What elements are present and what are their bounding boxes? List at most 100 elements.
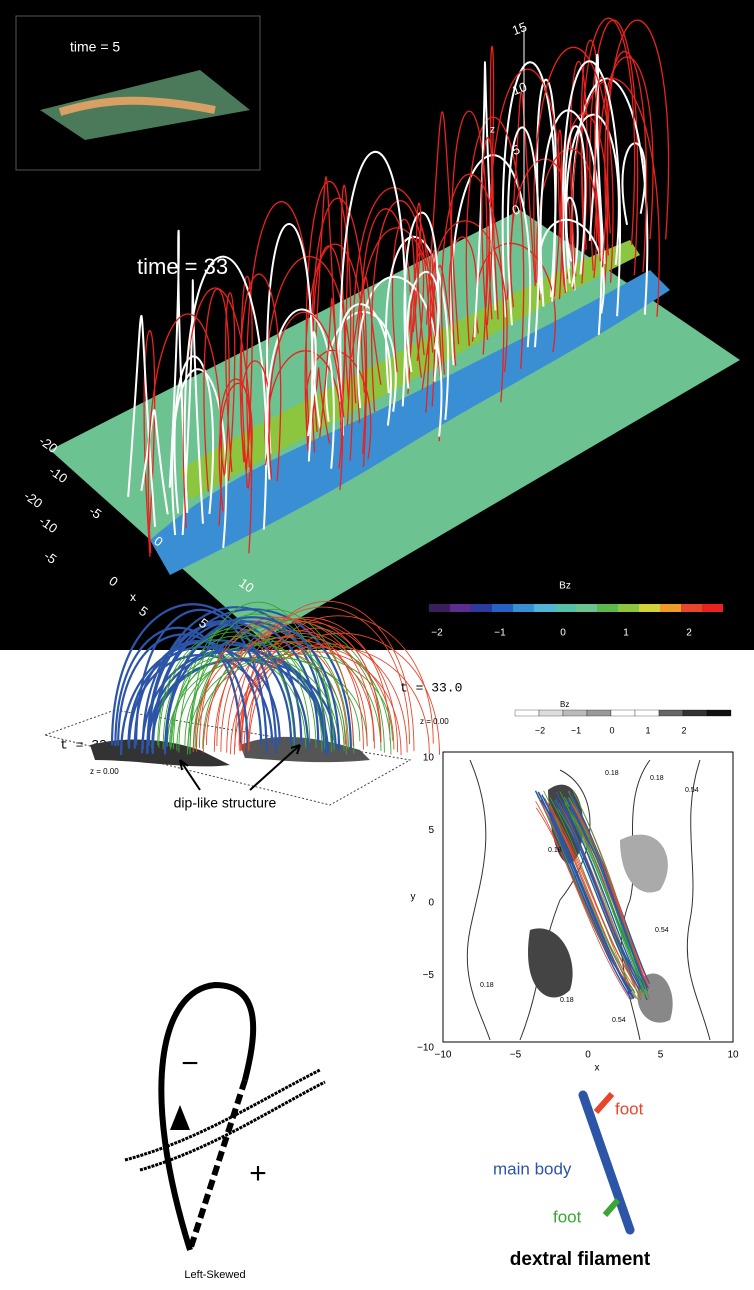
x-title: x [595, 1063, 600, 1074]
axis-tick-label: 10 [236, 575, 256, 596]
colorbar-tick-label: 1 [623, 628, 629, 639]
x-tick-label: 5 [658, 1050, 664, 1061]
white-field-line [450, 154, 532, 366]
colorbar-segment [513, 604, 534, 612]
colorbar-segment [706, 709, 732, 717]
white-field-line [561, 60, 621, 317]
colorbar-segment [576, 604, 597, 612]
contour [686, 759, 711, 1041]
foot-label: foot [553, 1207, 582, 1226]
x-tick-label: −10 [435, 1050, 452, 1061]
arch [196, 618, 375, 752]
arch [133, 640, 263, 749]
white-field-line [265, 308, 335, 480]
caption: Left-Skewed [184, 1269, 245, 1281]
time-label: time = 33 [137, 254, 228, 279]
foot-bottom [602, 1198, 621, 1217]
axes: 10 5 0 −5 −10−10 −5 0 5 10 0.18 0.18 0.54 0.18 0.54 0.… [417, 753, 739, 1061]
z-tick-label: 15 [510, 19, 529, 38]
colorbar-segment [538, 709, 564, 717]
arch [178, 613, 335, 753]
arch [226, 642, 348, 753]
red-field-line [429, 220, 508, 372]
arch [110, 603, 278, 755]
arch [169, 656, 307, 748]
red-field-line [465, 116, 525, 369]
red-field-line [305, 181, 352, 442]
white-field-line [564, 125, 587, 284]
colorbar-segment [534, 604, 555, 612]
filament [124, 1068, 326, 1172]
red-field-line [203, 288, 230, 492]
colorbar-segment [639, 604, 660, 612]
colorbar-segment [450, 604, 471, 612]
arch [189, 601, 326, 754]
white-field-line [168, 230, 189, 514]
red-field-line [441, 173, 505, 403]
white-field-line [336, 303, 392, 426]
arch [117, 633, 249, 746]
z-tick-label: 0 [510, 201, 522, 218]
red-field-line [356, 227, 443, 442]
red-field-line [405, 228, 438, 352]
red-field-line [553, 129, 567, 297]
y-tick-label: 5 [428, 825, 434, 836]
white-field-line [588, 54, 606, 264]
polarity [90, 739, 230, 767]
arch [119, 639, 310, 755]
red-field-line [481, 137, 494, 340]
contour-label: 0.18 [560, 997, 574, 1004]
arch [135, 608, 268, 754]
foot-top [593, 1092, 615, 1114]
colorbar-segment [408, 604, 429, 612]
contour-fill [528, 928, 573, 998]
white-field-line [507, 126, 540, 348]
red-field-line [143, 330, 156, 557]
arch [158, 631, 311, 748]
colorbar-tick-label: −2 [535, 725, 545, 735]
arch [247, 627, 381, 752]
colorbar-segment [555, 604, 576, 612]
contour-label: 0.18 [650, 775, 664, 782]
arch [157, 628, 317, 749]
inset-plane [40, 70, 250, 140]
foot-label: foot [615, 1099, 644, 1118]
contour [466, 759, 491, 1041]
red-field-line [225, 292, 236, 481]
white-field-line [181, 279, 204, 536]
colorbar-segment [471, 604, 492, 612]
red-field-line [350, 276, 382, 385]
colorbar-segment [429, 604, 450, 612]
colorbar-segment [562, 709, 588, 717]
x-tick-label: −5 [510, 1050, 522, 1061]
field-line-2d [555, 792, 642, 989]
main-body [578, 1090, 635, 1235]
red-field-line [594, 76, 609, 268]
arch [220, 617, 391, 752]
field-line-2d [549, 805, 638, 987]
arrow-head [170, 1105, 190, 1130]
red-field-line [219, 378, 251, 476]
plot-frame [442, 751, 734, 1043]
arrows [179, 744, 301, 791]
gray-colorbar: −2 −1 0 1 2 [514, 709, 732, 735]
red-field-line [569, 60, 588, 284]
colorbar-segment [682, 709, 708, 717]
x-tick-label: 10 [727, 1050, 739, 1061]
colorbar-segment [492, 604, 513, 612]
field-line-2d [537, 791, 633, 992]
time-label: t = 33.0 [400, 680, 462, 695]
main-body-label: main body [493, 1159, 572, 1178]
contour-label: 0.54 [655, 927, 669, 934]
z-title: z [490, 125, 495, 136]
white-field-line [621, 142, 647, 226]
colorbar-segment [634, 709, 660, 717]
field-line-2d [568, 806, 648, 988]
height-label: z = 0.00 [420, 717, 449, 726]
colorbar-tick-label: −1 [494, 628, 506, 639]
y-tick-label: −5 [423, 970, 435, 981]
contour-label: 0.54 [612, 1017, 626, 1024]
colorbar-title: Bz [559, 581, 571, 592]
arch [202, 635, 392, 755]
